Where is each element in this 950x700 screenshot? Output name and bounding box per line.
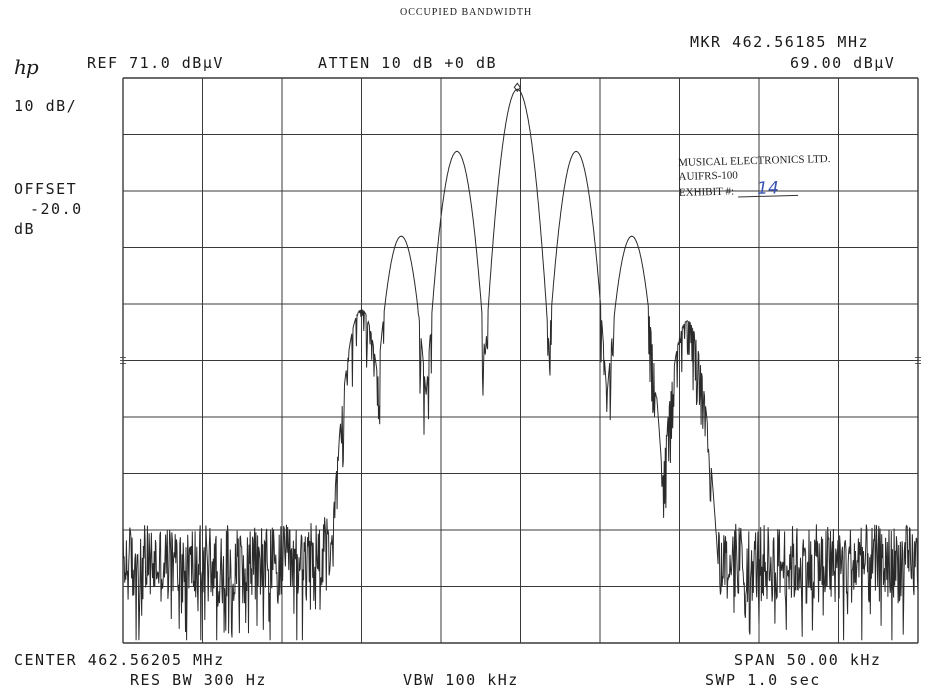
resolution-bandwidth: RES BW 300 Hz [130, 671, 267, 689]
exhibit-stamp: MUSICAL ELECTRONICS LTD. AUIFRS-100 EXHI… [678, 152, 831, 200]
exhibit-number: 14 [737, 178, 799, 199]
center-frequency: CENTER 462.56205 MHz [14, 651, 225, 669]
spectral-peak-4 [516, 88, 518, 90]
spectral-peak-3 [456, 150, 458, 153]
marker-diamond [513, 82, 521, 93]
spectral-peak-6 [631, 235, 633, 237]
spectral-peak-1 [360, 309, 363, 311]
offset-value: -20.0 [30, 200, 83, 218]
offset-unit: dB [14, 220, 36, 238]
marker-frequency: MKR 462.56185 MHz [690, 33, 870, 51]
video-bandwidth: VBW 100 kHz [403, 671, 519, 689]
spectral-peak-5 [575, 150, 577, 153]
hp-logo: hp [14, 55, 39, 79]
plot-grid [120, 77, 921, 644]
span: SPAN 50.00 kHz [734, 651, 882, 669]
attenuation: ATTEN 10 dB +0 dB [318, 54, 498, 72]
ref-level: REF 71.0 dBµV [87, 54, 224, 72]
chart-title: OCCUPIED BANDWIDTH [400, 7, 533, 18]
exhibit-label: EXHIBIT #: [678, 185, 735, 199]
offset-label: OFFSET [14, 180, 78, 198]
spectral-peak-7 [686, 320, 689, 322]
sweep-time: SWP 1.0 sec [705, 671, 821, 689]
peak-markers [360, 82, 689, 322]
scale-per-division: 10 dB/ [14, 97, 78, 115]
marker-level: 69.00 dBµV [790, 54, 896, 72]
spectrum-trace [122, 88, 919, 641]
spectral-peak-2 [400, 235, 402, 237]
